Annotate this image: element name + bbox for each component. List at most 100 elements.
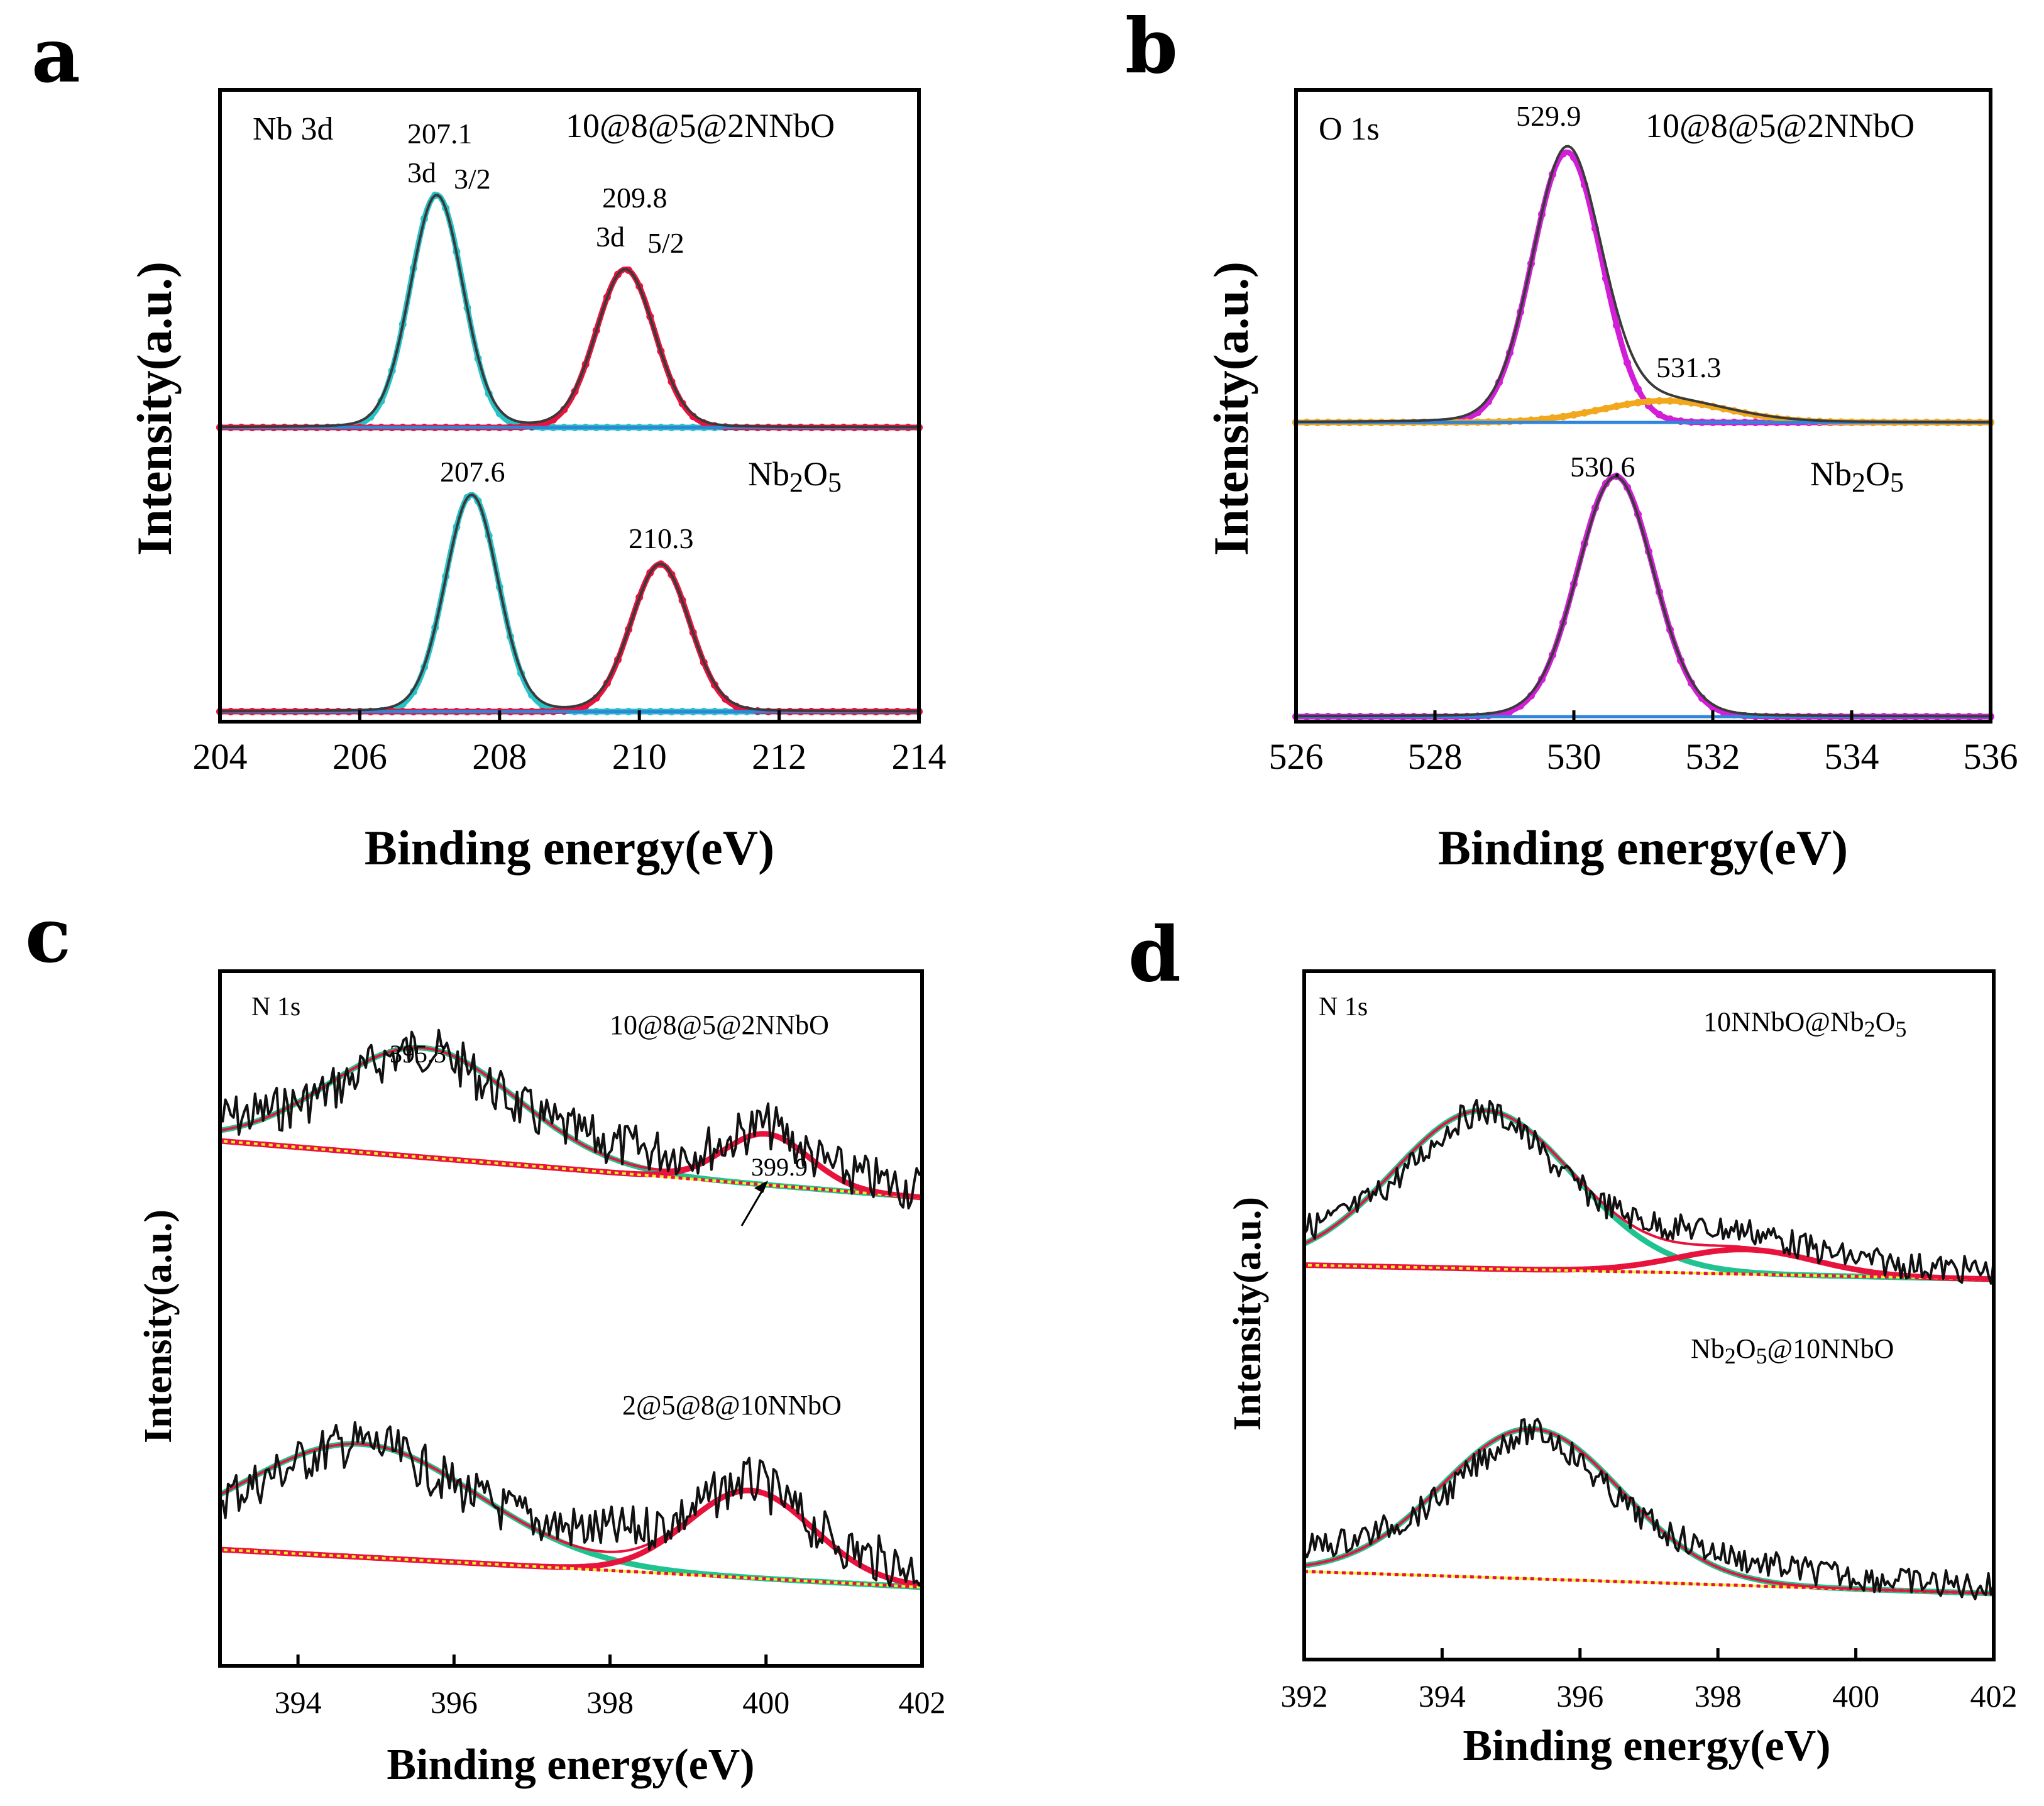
panel-d-ticks: 392 394 396 398 400 402: [1281, 1648, 2018, 1714]
fit-marker: [1613, 402, 1620, 410]
x-tick-label: 398: [1695, 1678, 1742, 1714]
panel-b-region-label: O 1s: [1319, 111, 1380, 147]
panel-a-sample-top: 10@8@5@2NNbO: [566, 107, 835, 145]
peak-fit-curve: [219, 1045, 923, 1201]
panel-c-sample-top: 10@8@5@2NNbO: [610, 1010, 829, 1040]
fit-marker: [1656, 410, 1663, 419]
panel-a-ylabel: Intensity(a.u.): [127, 262, 182, 556]
fit-marker: [1624, 359, 1631, 367]
fit-marker: [1570, 410, 1578, 419]
panel-c-anno-399-9: 399.9: [751, 1153, 808, 1181]
panel-c-xlabel: Binding energy(eV): [387, 1741, 754, 1789]
panel-a-anno-209-8: 209.8: [602, 182, 668, 214]
x-tick-label: 394: [275, 1685, 322, 1720]
x-tick-label: 400: [742, 1685, 789, 1720]
peak-fit-curve: [219, 266, 920, 431]
x-tick-label: 394: [1419, 1678, 1466, 1714]
background-dotted-line: [1304, 1264, 1994, 1281]
panel-c-anno-395-3: 395.3: [390, 1040, 446, 1068]
fit-marker: [1634, 399, 1642, 407]
x-tick-label: 396: [1556, 1678, 1603, 1714]
panel-d-ylabel: Intensity(a.u.): [1226, 1197, 1269, 1431]
x-tick-label: 402: [1970, 1678, 2018, 1714]
envelope-curve: [1304, 1109, 1994, 1280]
peak-fit-curve: [1304, 1426, 1994, 1597]
x-tick-label: 214: [892, 736, 947, 777]
background-line: [219, 1548, 923, 1589]
panel-d-sample-top: 10NNbO@Nb2O5: [1703, 1006, 1906, 1042]
x-tick-label: 210: [612, 736, 667, 777]
background-line: [219, 1140, 923, 1199]
panel-c-sample-bottom: 2@5@8@10NNbO: [622, 1390, 842, 1421]
panel-c-arrowhead: [754, 1181, 768, 1193]
panel-c-n1s: 394 396 398 400 402 N 1s 10@8@5@2NNbO 2@5@8@…: [137, 969, 946, 1789]
panel-b-anno-531-3: 531.3: [1656, 351, 1722, 383]
panel-c-ylabel: Intensity(a.u.): [137, 1209, 180, 1443]
x-tick-label: 204: [193, 736, 248, 777]
fit-marker: [1602, 404, 1610, 412]
panel-d-xlabel: Binding energy(eV): [1463, 1722, 1830, 1770]
peak-fit-curve: [219, 192, 920, 431]
panel-b-curves: [1292, 145, 1994, 720]
panel-a-anno-3-2: 3/2: [454, 163, 491, 195]
peak-fit-curve: [219, 492, 920, 715]
x-tick-label: 528: [1408, 736, 1463, 777]
panel-a-anno-207-1: 207.1: [407, 118, 473, 150]
panel-a-anno-3d-bottom: 3d: [596, 221, 625, 253]
panel-b-xlabel: Binding energy(eV): [1438, 820, 1848, 875]
raw-spectrum-line: [1303, 1418, 1995, 1600]
panel-a-curves: [216, 191, 923, 715]
panel-b-sample-bottom: Nb2O5: [1810, 455, 1904, 498]
panel-d-n1s: 392 394 396 398 400 402 N 1s 10NNbO@Nb2O5 Nb2…: [1226, 969, 2018, 1770]
x-tick-label: 532: [1686, 736, 1740, 777]
fit-marker: [1559, 412, 1567, 421]
fit-marker: [1677, 397, 1684, 405]
envelope-curve: [219, 1046, 923, 1199]
fit-marker: [1581, 409, 1588, 417]
fit-marker: [1549, 414, 1556, 422]
raw-spectrum-line: [219, 1028, 923, 1209]
panel-a-region-label: Nb 3d: [253, 111, 334, 147]
x-tick-label: 526: [1269, 736, 1324, 777]
fit-marker: [1666, 397, 1674, 405]
panel-b-anno-530-6: 530.6: [1570, 451, 1635, 483]
panel-a-anno-207-6: 207.6: [440, 456, 505, 488]
panel-a-anno-5-2: 5/2: [647, 227, 684, 259]
panel-c-curves: [218, 1028, 923, 1590]
raw-spectrum-line: [219, 1421, 923, 1587]
raw-spectrum-line: [220, 194, 919, 429]
panel-c-region-label: N 1s: [251, 993, 300, 1021]
peak-fit-curve: [219, 561, 920, 715]
x-tick-label: 534: [1825, 736, 1879, 777]
raw-spectrum-line: [220, 493, 919, 713]
panel-b-ticks: 526 528 530 532 534 536: [1269, 710, 2018, 777]
x-tick-label: 530: [1547, 736, 1602, 777]
raw-spectrum-line: [1295, 145, 1991, 424]
panel-letter-c: c: [25, 891, 71, 980]
panel-letter-b: b: [1125, 2, 1178, 91]
peak-fit-curve: [1295, 473, 1991, 720]
fit-marker: [1645, 397, 1652, 405]
panel-c-frame: [218, 969, 924, 1668]
panel-a-ticks: 204 206 208 210 212 214: [193, 710, 947, 777]
panel-letter-a: a: [31, 11, 80, 100]
panel-a-sample-bottom: Nb2O5: [748, 455, 842, 498]
peak-fit-curve: [1295, 398, 1991, 426]
panel-d-sample-bottom: Nb2O5@10NNbO: [1691, 1333, 1894, 1368]
fit-marker: [1624, 400, 1631, 409]
fit-marker: [1591, 407, 1599, 415]
fit-marker: [1634, 385, 1642, 393]
panel-c-ticks: 394 396 398 400 402: [275, 1655, 946, 1720]
panel-d-curves: [1303, 1099, 1995, 1600]
peak-fit-curve: [1295, 149, 1991, 426]
panel-letter-d: d: [1128, 910, 1181, 999]
x-tick-label: 392: [1281, 1678, 1328, 1714]
panel-b-sample-top: 10@8@5@2NNbO: [1646, 107, 1915, 145]
envelope-curve: [1304, 1427, 1994, 1595]
raw-spectrum-line: [1296, 475, 1991, 718]
raw-spectrum-line: [1303, 1099, 1995, 1285]
fit-marker: [1613, 321, 1620, 329]
x-tick-label: 400: [1832, 1678, 1879, 1714]
panel-a-xlabel: Binding energy(eV): [365, 820, 774, 875]
